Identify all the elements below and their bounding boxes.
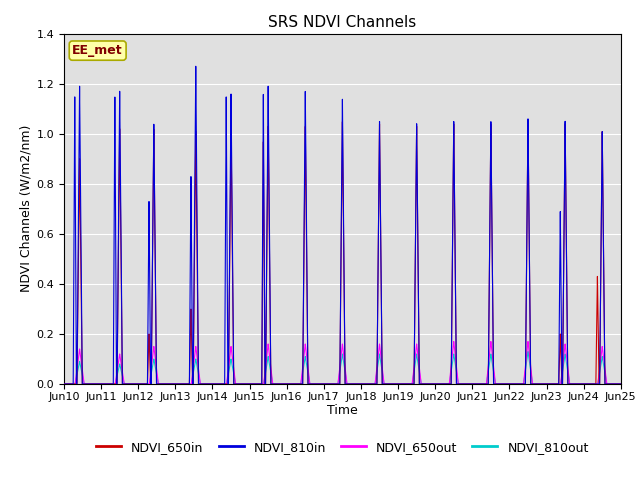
NDVI_650out: [524, 338, 532, 344]
Line: NDVI_810out: NDVI_810out: [64, 351, 621, 384]
NDVI_810out: [273, 381, 281, 387]
NDVI_810in: [273, 381, 281, 387]
Line: NDVI_650in: NDVI_650in: [64, 121, 621, 384]
Line: NDVI_810in: NDVI_810in: [64, 66, 621, 384]
Legend: NDVI_650in, NDVI_810in, NDVI_650out, NDVI_810out: NDVI_650in, NDVI_810in, NDVI_650out, NDV…: [91, 436, 594, 459]
NDVI_810out: [60, 381, 68, 387]
NDVI_810out: [362, 381, 370, 387]
NDVI_650out: [194, 362, 202, 368]
NDVI_810in: [617, 381, 625, 387]
NDVI_650out: [396, 381, 403, 387]
NDVI_650out: [617, 381, 625, 387]
NDVI_810in: [60, 381, 68, 387]
NDVI_810out: [396, 381, 403, 387]
NDVI_650in: [194, 339, 202, 345]
NDVI_650out: [474, 381, 481, 387]
NDVI_810out: [524, 348, 532, 354]
NDVI_650in: [60, 381, 68, 387]
NDVI_650out: [362, 381, 370, 387]
NDVI_650in: [362, 381, 370, 387]
NDVI_810out: [617, 381, 625, 387]
Y-axis label: NDVI Channels (W/m2/nm): NDVI Channels (W/m2/nm): [19, 125, 33, 292]
NDVI_810in: [194, 330, 202, 336]
NDVI_650out: [273, 381, 281, 387]
NDVI_810out: [474, 381, 481, 387]
NDVI_810in: [192, 63, 200, 69]
Title: SRS NDVI Channels: SRS NDVI Channels: [268, 15, 417, 30]
Line: NDVI_650out: NDVI_650out: [64, 341, 621, 384]
NDVI_650in: [474, 381, 481, 387]
NDVI_650in: [396, 381, 403, 387]
NDVI_650in: [98, 381, 106, 387]
NDVI_810out: [194, 368, 202, 374]
NDVI_810out: [98, 381, 106, 387]
NDVI_650in: [524, 119, 532, 124]
NDVI_650out: [60, 381, 68, 387]
NDVI_650in: [617, 381, 625, 387]
NDVI_650out: [98, 381, 106, 387]
Text: EE_met: EE_met: [72, 44, 123, 57]
NDVI_810in: [98, 381, 106, 387]
X-axis label: Time: Time: [327, 405, 358, 418]
NDVI_810in: [396, 381, 403, 387]
NDVI_810in: [362, 381, 370, 387]
NDVI_650in: [273, 381, 281, 387]
NDVI_810in: [474, 381, 481, 387]
